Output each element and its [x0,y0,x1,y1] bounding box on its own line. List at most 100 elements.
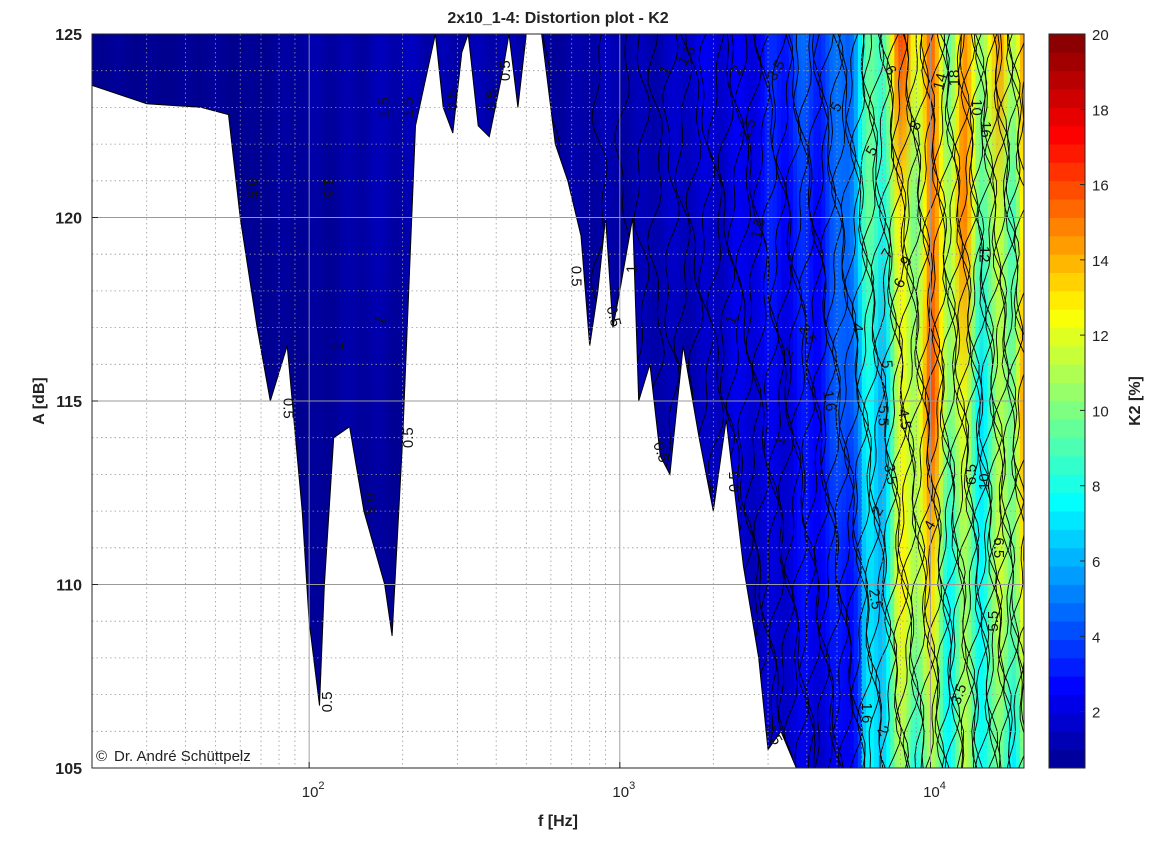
y-tick-label: 125 [55,27,82,44]
contour-label: 0.5 [400,427,417,448]
plot-grid [92,34,1024,768]
contour-label: 0.5 [279,398,296,419]
y-tick-label: 110 [56,578,82,595]
contour-label: 1 [624,265,641,273]
colorbar-band [1049,419,1085,439]
contour-label: 0.5 [568,266,585,287]
colorbar-band [1049,584,1085,604]
y-tick-label: 115 [56,394,82,411]
contour-label: 5.5 [985,611,1002,632]
contour-label: 6.5 [963,464,980,485]
credit-text: Dr. André Schüttpelz [114,748,251,765]
colorbar-band [1049,492,1085,512]
y-tick-label: 120 [55,211,82,228]
colorbar-bands [1049,34,1085,769]
colorbar-frame [1048,33,1086,769]
colorbar-band [1049,217,1085,237]
contour-label: 18 [946,70,963,87]
contour-label: 1.6 [858,703,875,724]
colorbar-band [1049,125,1085,145]
colorbar-band [1049,437,1085,457]
contour-label: 0.5 [243,178,260,199]
contour-label: 1.5 [400,97,417,118]
contour-label: 0.5 [360,493,377,514]
colorbar-band [1049,456,1085,475]
colorbar-tick-label: 12 [1092,328,1109,345]
contour-label: 0.5 [444,90,461,111]
contour-label: 6.5 [990,537,1007,558]
colorbar-tick-label: 8 [1092,479,1100,496]
contour-label: 16 [977,121,994,138]
colorbar-band [1049,89,1085,108]
contour-label: 0.5 [602,304,624,329]
contour-label: 10 [968,99,985,116]
contour-label: 1.5 [320,178,337,199]
colorbar-band [1049,162,1085,182]
colorbar-tick-label: 2 [1092,705,1100,722]
x-tick-exponent: 2 [318,780,324,792]
colorbar-band [1049,345,1085,365]
x-tick-label: 103 [612,780,635,801]
contour-label: 2.5 [737,117,760,142]
colorbar-tick-label: 16 [1092,178,1109,195]
colorbar-band [1049,529,1085,549]
colorbar-band [1049,144,1085,163]
contour-label: 2.5 [865,587,885,610]
colorbar-band [1049,70,1085,90]
contour-label: 1.5 [376,97,393,118]
colorbar-band [1049,749,1085,769]
contour-label: 5 [878,359,896,369]
x-axis-label: f [Hz] [538,813,578,830]
contour-label: 0.5 [484,90,501,111]
colorbar-band [1049,290,1085,310]
contour-label: 0.5 [319,692,336,713]
colorbar-band [1049,639,1085,659]
x-tick-base: 10 [612,784,629,801]
colorbar-band [1049,712,1085,732]
y-tick-label: 105 [55,761,82,778]
x-tick-label: 102 [302,780,325,801]
colorbar-band [1049,547,1085,567]
contour-label: 0.5 [726,471,743,492]
contour-label: 5.5 [874,405,891,426]
colorbar-band [1049,52,1085,72]
colorbar-band [1049,676,1085,695]
colorbar-tick-label: 6 [1092,554,1100,571]
contour-label: 12 [975,246,992,263]
colorbar: 2 4 6 8 10 12 14 16 18 20 K2 [%] [1048,27,1144,769]
colorbar-band [1049,254,1085,273]
x-tick-label: 104 [923,780,946,801]
colorbar-band [1049,199,1085,218]
colorbar-band [1049,566,1085,585]
colorbar-band [1049,731,1085,751]
contour-label: 3.5 [880,463,900,486]
contour-label: 1.6 [819,389,839,412]
colorbar-band [1049,180,1085,200]
x-tick-exponent: 3 [629,780,635,792]
chart-title: 2x10_1-4: Distortion plot - K2 [447,10,668,27]
contour-line [1014,79,1024,734]
colorbar-band [1049,364,1085,384]
colorbar-label: K2 [%] [1127,376,1144,426]
colorbar-band [1049,602,1085,622]
x-tick-base: 10 [302,784,319,801]
colorbar-band [1049,401,1085,420]
x-tick-exponent: 4 [940,780,946,792]
colorbar-band [1049,309,1085,328]
colorbar-tick-label: 10 [1092,403,1109,420]
colorbar-tick-label: 14 [1092,253,1109,270]
contour-label: 3.5 [947,682,970,707]
contour-label: 0.5 [497,60,514,81]
colorbar-tick-label: 18 [1092,102,1109,119]
contour-label: 14 [930,71,951,92]
colorbar-band [1049,694,1085,714]
colorbar-band [1049,511,1085,530]
y-axis-label: A [dB] [31,377,48,424]
colorbar-band [1049,235,1085,255]
colorbar-band [1049,327,1085,347]
colorbar-band [1049,382,1085,402]
contour-label: 10 [976,473,993,490]
credit-note: © Dr. André Schüttpelz [96,748,251,765]
